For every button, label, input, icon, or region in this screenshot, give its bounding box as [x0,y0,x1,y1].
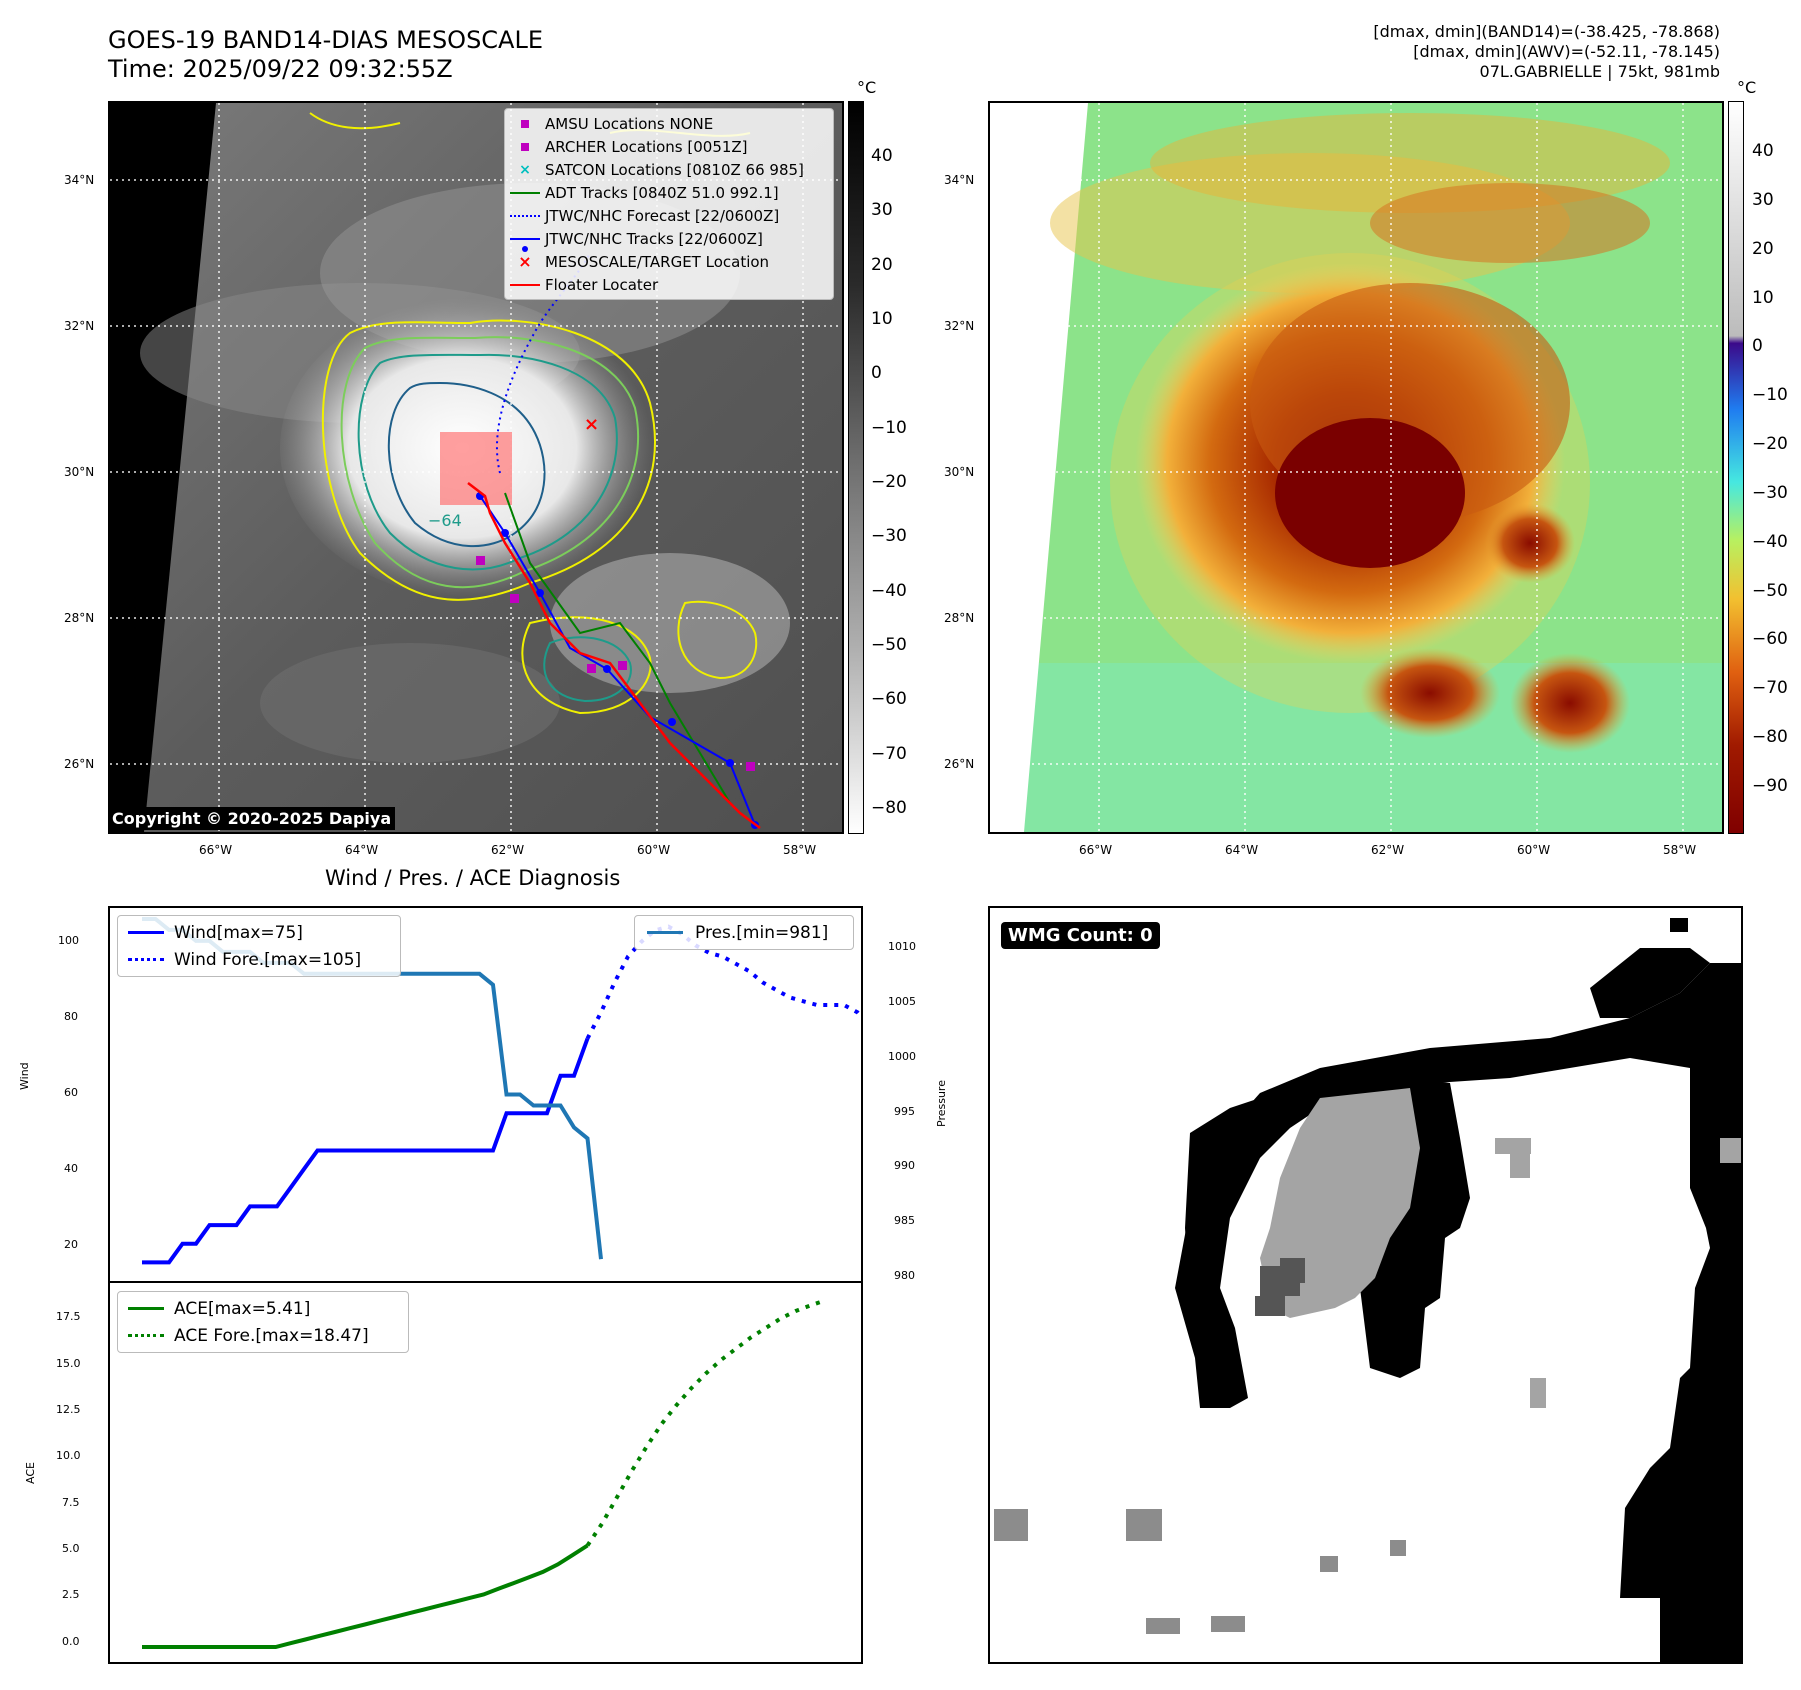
lat-label: 34°N [944,173,975,187]
ir-color-map [988,101,1724,834]
wind-tick: 80 [64,1010,78,1023]
title-satellite: GOES-19 BAND14-DIAS MESOSCALE [108,26,544,54]
figure-title: GOES-19 BAND14-DIAS MESOSCALE Time: 2025… [108,26,543,84]
ace-tick: 12.5 [56,1403,81,1416]
legend-wind-fore: Wind Fore.[max=105] [118,946,400,973]
legend-wind: Wind[max=75] [118,919,400,946]
lat-label: 30°N [64,465,95,479]
ace-line [142,1543,589,1649]
map-legend: AMSU Locations NONE ARCHER Locations [00… [504,108,834,300]
ace-tick: 7.5 [62,1496,80,1509]
legend-item-floater: Floater Locater [505,273,833,296]
lat-label: 28°N [944,611,975,625]
wind-tick: 40 [64,1162,78,1175]
lon-label: 58°W [1663,843,1697,857]
legend-ace-fore: ACE Fore.[max=18.47] [118,1322,408,1349]
lon-label: 60°W [1517,843,1551,857]
lon-label: 66°W [1079,843,1113,857]
legend-item-amsu: AMSU Locations NONE [505,112,833,135]
adt-track [504,492,731,804]
lon-label: 62°W [1371,843,1405,857]
wmg-dark-region [1255,1258,1305,1316]
stats-storm: 07L.GABRIELLE | 75kt, 981mb [1479,62,1720,81]
pressure-tick: 1005 [888,995,916,1008]
legend-item-satcon: × SATCON Locations [0810Z 66 985] [519,160,804,179]
ace-tick: 0.0 [62,1635,80,1648]
wind-ylabel: Wind [18,1062,31,1090]
lat-label: 26°N [64,757,95,771]
nhc-track [479,495,756,826]
stats-band14: [dmax, dmin](BAND14)=(-38.425, -78.868) [1373,22,1720,41]
wind-forecast-line [585,924,861,1040]
contour-label: −64 [428,511,462,530]
wind-tick: 100 [58,934,79,947]
lat-label: 32°N [64,319,95,333]
wmg-panel [988,906,1743,1664]
stats-awv: [dmax, dmin](AWV)=(-52.11, -78.145) [1413,42,1720,61]
lon-label: 64°W [1225,843,1259,857]
lon-label: 66°W [199,843,233,857]
wind-line [142,1037,590,1265]
lon-label: 58°W [783,843,817,857]
ace-legend: ACE[max=5.41] ACE Fore.[max=18.47] [117,1291,409,1353]
copyright-label: Copyright © 2020-2025 Dapiya [108,807,396,830]
ace-forecast-line [585,1298,826,1547]
wmg-gray-patches [994,1509,1406,1634]
legend-pressure: Pres.[min=981] [635,919,853,946]
pressure-tick: 995 [894,1105,915,1118]
floater-track [467,482,761,829]
pressure-tick: 985 [894,1214,915,1227]
colorbar-left [848,101,864,834]
colorbar-left-unit: °C [857,78,877,97]
colorbar-right-unit: °C [1737,78,1757,97]
ace-panel [108,1281,863,1664]
wmg-count-badge: WMG Count: 0 [1001,922,1160,949]
lat-label: 32°N [944,319,975,333]
legend-item-forecast: JTWC/NHC Forecast [22/0600Z] [505,204,833,227]
svg-text:×: × [584,414,599,435]
title-time: Time: 2025/09/22 09:32:55Z [108,55,453,83]
pressure-tick: 1010 [888,940,916,953]
forecast-track [496,252,591,474]
pressure-legend: Pres.[min=981] [634,915,854,950]
lat-label: 26°N [944,757,975,771]
wind-tick: 60 [64,1086,78,1099]
legend-item-tracks: JTWC/NHC Tracks [22/0600Z] [505,227,833,252]
wmg-black-region [1175,918,1741,1662]
wind-tick: 20 [64,1238,78,1251]
lat-label: 30°N [944,465,975,479]
lon-label: 60°W [637,843,671,857]
legend-item-adt: ADT Tracks [0840Z 51.0 992.1] [505,181,833,204]
legend-item-target: × MESOSCALE/TARGET Location [518,252,770,271]
ace-tick: 17.5 [56,1310,81,1323]
wmg-gray-region [1260,1088,1741,1408]
floater-box [440,432,512,505]
pressure-tick: 980 [894,1269,915,1282]
ace-tick: 10.0 [56,1449,81,1462]
ace-ylabel: ACE [24,1462,37,1484]
legend-item-archer: ARCHER Locations [0051Z] [505,135,833,158]
ir-grayscale-map: −64 × [108,101,844,834]
ace-tick: 5.0 [62,1542,80,1555]
lat-label: 34°N [64,173,95,187]
lon-label: 62°W [491,843,525,857]
pressure-tick: 990 [894,1159,915,1172]
pressure-ylabel: Pressure [935,1080,948,1127]
ace-tick: 15.0 [56,1357,81,1370]
colorbar-right [1728,101,1744,834]
pressure-tick: 1000 [888,1050,916,1063]
lon-label: 64°W [345,843,379,857]
ace-tick: 2.5 [62,1588,80,1601]
lat-label: 28°N [64,611,95,625]
diag-title: Wind / Pres. / ACE Diagnosis [325,866,621,890]
figure-stats: [dmax, dmin](BAND14)=(-38.425, -78.868) … [1373,22,1720,82]
wind-legend: Wind[max=75] Wind Fore.[max=105] [117,915,401,977]
legend-ace: ACE[max=5.41] [118,1295,408,1322]
